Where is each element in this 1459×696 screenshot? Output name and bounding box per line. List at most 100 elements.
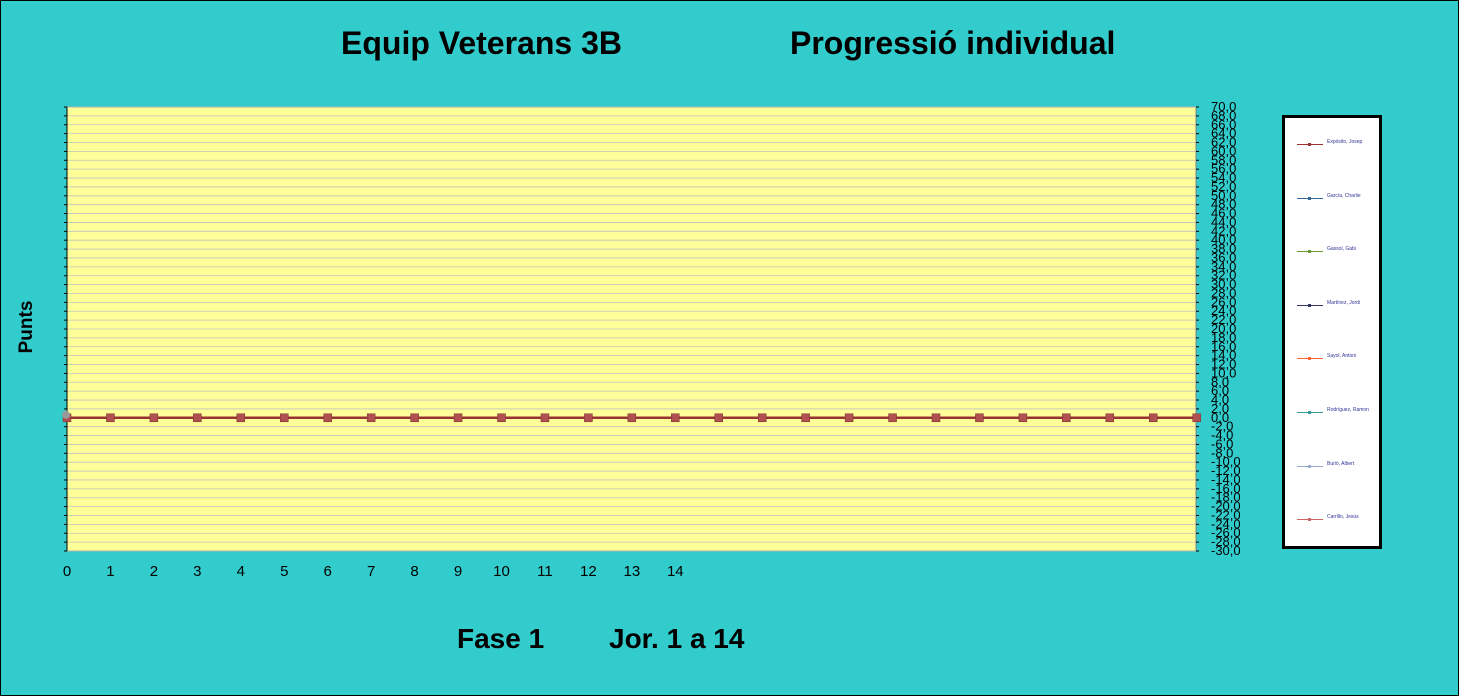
data-point	[236, 413, 246, 423]
y-tick-label: 68,0	[1211, 108, 1236, 123]
legend-label: Gassol, Gabi	[1327, 246, 1356, 253]
legend-label: Martínez, Jordi	[1327, 299, 1361, 306]
data-point	[1018, 413, 1028, 423]
y-tick-label: 66,0	[1211, 117, 1236, 132]
legend-label: Sayol, Antoni	[1327, 353, 1357, 360]
y-tick-label: -20,0	[1211, 499, 1241, 514]
data-point	[844, 413, 854, 423]
x-tick-label: 12	[580, 563, 597, 580]
x-tick-label: 13	[624, 563, 641, 580]
legend-item: Sayol, Antoni	[1285, 352, 1379, 366]
x-tick-label: 4	[237, 563, 245, 580]
chart-title: Progressió individual	[790, 25, 1116, 61]
legend-item: García, Charlie	[1285, 192, 1379, 206]
y-tick-label: 34,0	[1211, 259, 1236, 274]
y-tick-label: -28,0	[1211, 534, 1241, 549]
data-point	[497, 413, 506, 423]
y-tick-label: 50,0	[1211, 188, 1236, 203]
y-tick-label: 0,0	[1211, 410, 1229, 425]
y-tick-label: 46,0	[1211, 206, 1236, 221]
y-tick-label: -10,0	[1211, 454, 1241, 469]
y-tick-label: 44,0	[1211, 214, 1236, 229]
x-tick-label: 10	[493, 563, 510, 580]
legend-item: Rodríguez, Ramon	[1285, 406, 1379, 420]
legend-item: Expósito, Josep	[1285, 138, 1379, 152]
legend-marker	[1308, 518, 1311, 522]
y-tick-label: 56,0	[1211, 161, 1236, 176]
y-tick-label: 36,0	[1211, 250, 1236, 265]
y-tick-label: 20,0	[1211, 321, 1236, 336]
y-tick-label: 14,0	[1211, 348, 1236, 363]
y-tick-label: 60,0	[1211, 143, 1236, 158]
y-tick-label: -8,0	[1211, 445, 1233, 460]
data-point	[888, 413, 897, 423]
x-tick-label: 8	[410, 563, 418, 580]
y-tick-label: 2,0	[1211, 401, 1229, 416]
y-tick-label: -6,0	[1211, 436, 1233, 451]
data-point	[323, 413, 332, 423]
data-point	[193, 413, 202, 423]
y-tick-label: 10,0	[1211, 365, 1236, 380]
y-tick-label: 52,0	[1211, 179, 1236, 194]
data-point	[280, 413, 289, 423]
legend-item: Martínez, Jordi	[1285, 299, 1379, 313]
y-tick-label: 4,0	[1211, 392, 1229, 407]
data-point	[627, 413, 637, 423]
legend-label: Carrillo, Jesús	[1327, 514, 1359, 521]
x-axis-tick-labels: 0 1 2 3 4 5 6 7 8 9 10 11 12 13 14	[63, 563, 684, 580]
data-point	[931, 413, 941, 423]
y-tick-label: -24,0	[1211, 516, 1241, 531]
gridlines	[67, 106, 1196, 552]
data-point	[671, 413, 680, 423]
data-point	[366, 413, 376, 423]
data-point	[1105, 413, 1115, 423]
y-tick-label: 32,0	[1211, 268, 1236, 283]
y-tick-label: -14,0	[1211, 472, 1241, 487]
data-point	[975, 413, 984, 423]
x-tick-label: 6	[324, 563, 332, 580]
y-tick-label: -22,0	[1211, 507, 1241, 522]
legend: Expósito, Josep García, Charlie Gassol, Ga…	[1282, 115, 1382, 549]
x-tick-label: 3	[193, 563, 201, 580]
data-point	[714, 413, 723, 423]
legend-item: Burió, Albert	[1285, 460, 1379, 474]
legend-label: Expósito, Josep	[1327, 139, 1363, 145]
data-point	[453, 413, 463, 423]
data-point	[410, 413, 419, 423]
y-tick-label: 26,0	[1211, 294, 1236, 309]
y-tick-label: 12,0	[1211, 357, 1236, 372]
y-axis-ticks	[64, 106, 1199, 552]
x-tick-label: 2	[150, 563, 158, 580]
x-tick-label: 14	[667, 563, 684, 580]
y-tick-label: 70,0	[1211, 99, 1236, 114]
y-tick-label: 30,0	[1211, 277, 1236, 292]
y-tick-label: 28,0	[1211, 285, 1236, 300]
y-tick-label: -16,0	[1211, 481, 1241, 496]
y-tick-label: -30,0	[1211, 543, 1241, 558]
data-point	[801, 413, 810, 423]
data-point	[149, 413, 159, 423]
y-tick-label: -2,0	[1211, 419, 1233, 434]
y-tick-label: 64,0	[1211, 126, 1236, 141]
y-tick-label: 6,0	[1211, 383, 1229, 398]
x-tick-label: 1	[106, 563, 114, 580]
legend-label: Rodríguez, Ramon	[1327, 407, 1369, 413]
data-point	[584, 413, 593, 423]
y-tick-label: 8,0	[1211, 374, 1229, 389]
x-tick-label: 0	[63, 563, 71, 580]
y-tick-label: 16,0	[1211, 339, 1236, 354]
x-tick-label: 9	[454, 563, 462, 580]
legend-marker	[1308, 303, 1311, 307]
y-axis-tick-labels: -30,0-28,0-26,0-24,0-22,0-20,0-18,0-16,0…	[1211, 99, 1241, 558]
legend-marker	[1308, 196, 1311, 200]
data-point	[1192, 413, 1201, 423]
legend-marker	[1308, 357, 1311, 361]
rounds-label: Jor. 1 a 14	[609, 623, 745, 654]
y-tick-label: 22,0	[1211, 312, 1236, 327]
x-tick-label: 11	[537, 563, 553, 580]
data-point	[540, 413, 550, 423]
phase-label: Fase 1	[457, 623, 545, 654]
y-tick-label: -4,0	[1211, 428, 1233, 443]
y-tick-label: -18,0	[1211, 490, 1241, 505]
